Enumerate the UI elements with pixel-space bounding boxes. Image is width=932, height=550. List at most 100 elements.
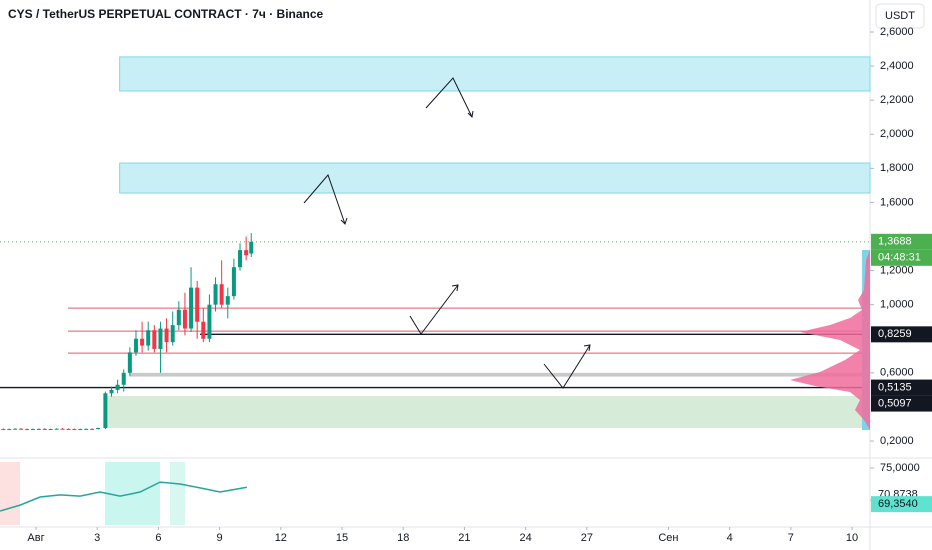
arrow-head [467, 110, 474, 119]
x-tick-label: 18 [397, 532, 409, 544]
x-tick-label: 6 [155, 532, 161, 544]
price-label: 1,3688 [878, 236, 912, 248]
price-label: 69,3540 [878, 498, 918, 510]
y-tick-label: 75,0000 [880, 462, 920, 474]
candle-body [72, 429, 77, 431]
candle-body [30, 429, 35, 431]
arrow-head [340, 217, 348, 225]
arrows [303, 77, 591, 389]
candle-body [201, 321, 206, 339]
price-label: 0,5135 [878, 381, 912, 393]
y-tick-label: 1,8000 [880, 162, 914, 174]
zone [119, 162, 871, 194]
candle-body [158, 328, 163, 349]
x-tick-label: 12 [275, 532, 287, 544]
candle-body [36, 428, 41, 430]
candle-body [207, 304, 212, 339]
candle-body [244, 250, 249, 256]
price-label-bg [871, 326, 932, 343]
candle-body [121, 372, 126, 385]
candle-body [1, 429, 6, 431]
y-tick-label: 1,0000 [880, 299, 914, 311]
x-tick-label: 7 [788, 532, 794, 544]
candle-body [60, 428, 65, 430]
zone [119, 56, 871, 92]
candle-body [96, 428, 101, 430]
zone [129, 372, 870, 377]
candle-body [127, 352, 132, 373]
arrow [303, 174, 346, 225]
candle-body [238, 250, 243, 268]
candle-body [54, 428, 59, 430]
candle-body [170, 325, 175, 343]
candle-body [231, 267, 236, 297]
y-tick-label: 2,4000 [880, 60, 914, 72]
volume-profile [790, 250, 870, 430]
candle-body [249, 241, 254, 254]
price-label-bg [871, 496, 932, 513]
arrow [543, 344, 591, 389]
currency-button[interactable] [875, 3, 925, 29]
price-label: 0,8259 [878, 328, 912, 340]
x-tick-label: 15 [336, 532, 348, 544]
countdown: 04:48:31 [878, 252, 921, 264]
x-tick-label: 21 [458, 532, 470, 544]
candle-body [176, 309, 181, 326]
candle-body [225, 296, 230, 305]
price-label-bg [871, 395, 932, 412]
plot [0, 56, 871, 431]
candle-body [152, 330, 157, 349]
price-label-bg [871, 233, 932, 250]
candle-body [213, 284, 218, 305]
y-tick-label: 2,6000 [880, 26, 914, 38]
y-tick-label: 2,0000 [880, 128, 914, 140]
candle-body [219, 284, 224, 305]
x-tick-label: 24 [520, 532, 532, 544]
x-tick-label: 27 [581, 532, 593, 544]
candle-body [84, 428, 89, 430]
x-tick-label: 4 [727, 532, 733, 544]
y-tick-label: 2,2000 [880, 94, 914, 106]
candle-body [42, 428, 47, 430]
candle-body [195, 287, 200, 322]
x-tick-label: 3 [94, 532, 100, 544]
arrow [409, 284, 459, 335]
arrow-head [583, 344, 591, 352]
price-label-bg [871, 379, 932, 396]
zone [105, 396, 870, 429]
y-tick-label: 0,6000 [880, 367, 914, 379]
candle-body [66, 428, 71, 430]
price-label: 0,5097 [878, 397, 912, 409]
x-tick-label: 9 [217, 532, 223, 544]
x-tick-label: Авг [27, 532, 44, 544]
countdown-bg [871, 249, 932, 266]
candle-body [115, 384, 120, 390]
candle-body [189, 287, 194, 329]
candle-body [13, 428, 18, 430]
candle-body [109, 389, 114, 394]
candle-body [140, 338, 145, 346]
candle-body [182, 309, 187, 329]
chart-title: CYS / TetherUS PERPETUAL CONTRACT · 7ч ·… [8, 7, 324, 21]
candle-body [25, 429, 30, 431]
currency-label[interactable]: USDT [885, 10, 915, 22]
y-tick-label: 0,2000 [880, 435, 914, 447]
y-tick-label: 1,2000 [880, 264, 914, 276]
x-tick-label: Сен [658, 532, 678, 544]
arrow-head [451, 284, 459, 292]
profile-shape [790, 250, 870, 430]
candle-body [78, 429, 83, 431]
indicator-line [0, 481, 248, 512]
candle-body [103, 393, 108, 429]
indicator-highlight [0, 462, 20, 525]
indicator-highlight [170, 462, 185, 525]
candle-body [146, 330, 151, 346]
candle-body [48, 429, 53, 431]
arrow [425, 77, 473, 118]
y-tick-label: 1,6000 [880, 196, 914, 208]
candle-body [7, 429, 12, 431]
x-tick-label: 10 [846, 532, 858, 544]
candle-body [90, 428, 95, 430]
candle-body [19, 428, 24, 430]
